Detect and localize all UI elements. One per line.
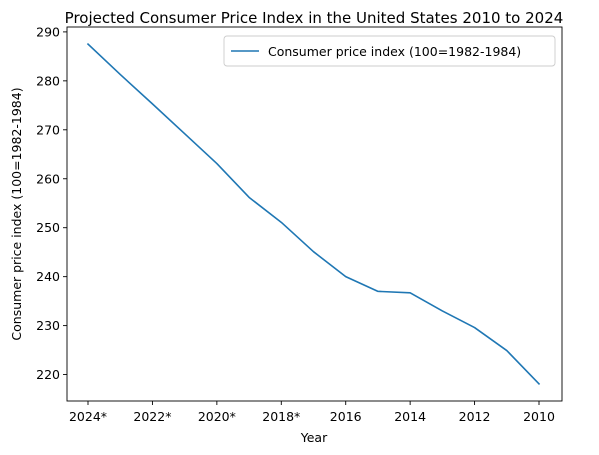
x-tick-label: 2012 (459, 409, 491, 424)
chart-title: Projected Consumer Price Index in the Un… (65, 9, 564, 27)
x-tick-label: 2010 (523, 409, 555, 424)
x-tick-label: 2018* (262, 409, 300, 424)
legend-box (223, 35, 556, 67)
y-tick-label: 220 (36, 367, 60, 382)
y-tick-label: 260 (36, 171, 60, 186)
y-tick-label: 250 (36, 220, 60, 235)
y-tick-label: 240 (36, 269, 60, 284)
series-line (86, 42, 541, 386)
x-tick-label: 2016 (330, 409, 362, 424)
ticks-layer: 2024* 2022* 2020* 2018* 2016 2014 2012 2010 220 2… (36, 24, 555, 424)
x-tick-label: 2022* (133, 409, 171, 424)
x-axis-label: Year (300, 430, 328, 445)
y-tick-label: 280 (36, 73, 60, 88)
x-tick-label: 2024* (69, 409, 107, 424)
y-tick-label: 290 (36, 24, 60, 39)
y-axis-label: Consumer price index (100=1982-1984) (9, 87, 24, 340)
x-tick-label: 2020* (198, 409, 236, 424)
legend: Consumer price index (100=1982-1984) (223, 35, 556, 67)
plot-area (67, 27, 562, 401)
legend-label: Consumer price index (100=1982-1984) (268, 44, 521, 59)
y-tick-label: 270 (36, 122, 60, 137)
x-tick-label: 2014 (394, 409, 426, 424)
y-tick-label: 230 (36, 318, 60, 333)
plot-frame (66, 26, 563, 402)
